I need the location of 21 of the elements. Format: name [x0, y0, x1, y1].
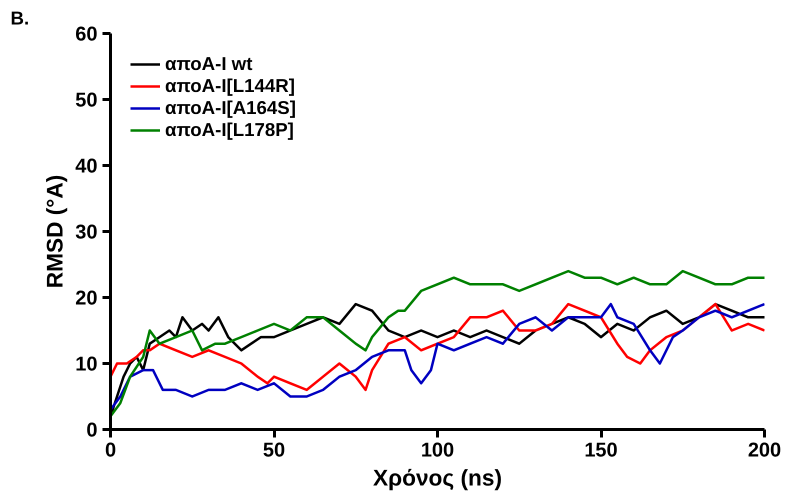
y-tick-label: 50 [75, 90, 98, 112]
legend-label: αποA-I[A164S] [165, 97, 296, 119]
x-tick-label: 200 [748, 440, 782, 462]
line-series [110, 270, 764, 418]
legend-label: αποA-I[L178P] [165, 119, 294, 141]
x-tick-label: 100 [420, 440, 454, 462]
x-tick-label: 150 [584, 440, 618, 462]
chart-title: B. [10, 8, 30, 28]
x-tick-label: 0 [104, 440, 116, 462]
y-tick-label: 30 [75, 222, 98, 244]
y-axis-title: RMSD (°A) [41, 174, 68, 288]
legend-label: αποA-I[L144R] [165, 75, 295, 97]
x-axis-title: Χρόνος (ns) [372, 464, 502, 490]
y-tick-label: 20 [75, 288, 98, 310]
line-series [110, 302, 764, 392]
legend-label: αποA-I wt [165, 53, 252, 75]
y-tick-label: 60 [75, 24, 98, 46]
y-tick-label: 10 [75, 354, 98, 376]
y-tick-label: 0 [86, 420, 98, 442]
x-tick-label: 50 [262, 440, 286, 462]
y-tick-label: 40 [75, 156, 98, 178]
